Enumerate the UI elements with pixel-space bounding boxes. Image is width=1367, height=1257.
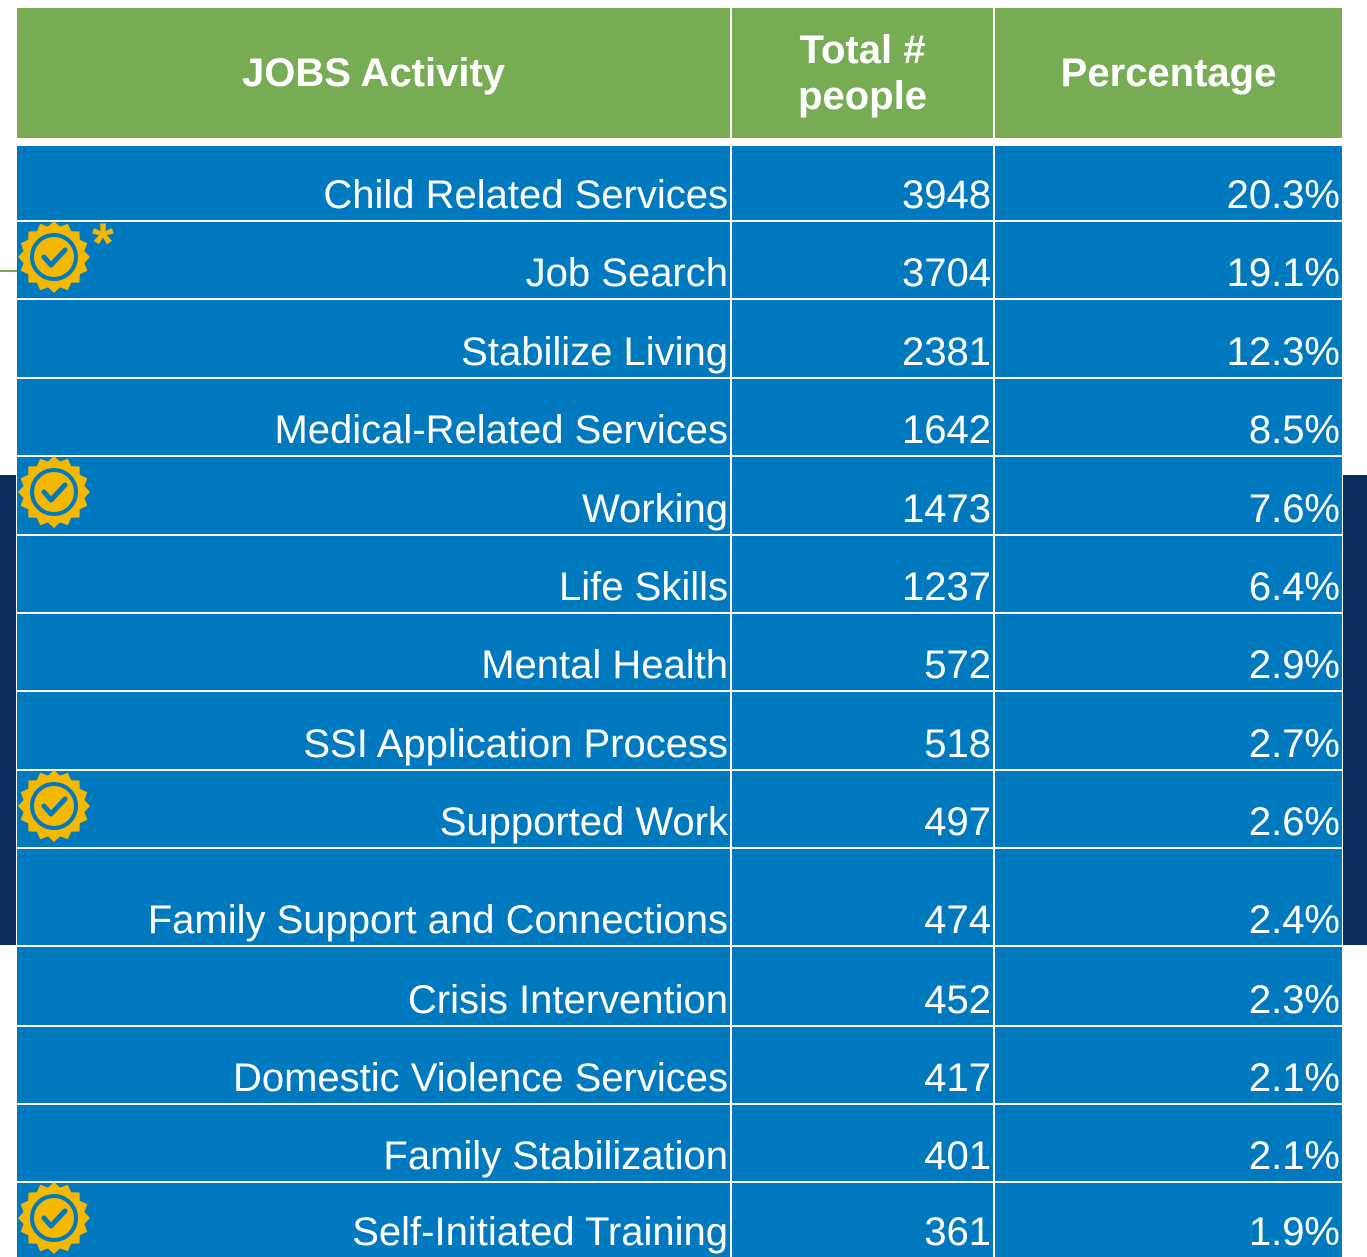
green-rule: [0, 270, 30, 272]
badge-note: *: [92, 211, 114, 274]
navy-strip-right: [1343, 475, 1367, 945]
cell-activity: Self-Initiated Training: [17, 1183, 730, 1257]
cell-total: 518: [732, 692, 993, 769]
cell-total: 1237: [732, 536, 993, 612]
cell-percentage: 7.6%: [995, 457, 1342, 534]
cell-percentage: 2.9%: [995, 614, 1342, 690]
header-cell: JOBS Activity: [17, 8, 730, 138]
cell-total: 474: [732, 849, 993, 945]
cell-activity: Crisis Intervention: [17, 947, 730, 1025]
cell-activity: Medical-Related Services: [17, 379, 730, 455]
cell-total: 497: [732, 771, 993, 847]
cell-activity: Stabilize Living: [17, 300, 730, 377]
badge-icon: [18, 1182, 90, 1254]
cell-percentage: 2.1%: [995, 1105, 1342, 1181]
cell-activity: SSI Application Process: [17, 692, 730, 769]
header-cell: Percentage: [995, 8, 1342, 138]
cell-percentage: 19.1%: [995, 222, 1342, 298]
cell-total: 572: [732, 614, 993, 690]
cell-percentage: 2.4%: [995, 849, 1342, 945]
cell-percentage: 8.5%: [995, 379, 1342, 455]
cell-percentage: 20.3%: [995, 146, 1342, 220]
cell-percentage: 6.4%: [995, 536, 1342, 612]
cell-percentage: 1.9%: [995, 1183, 1342, 1257]
cell-percentage: 2.3%: [995, 947, 1342, 1025]
cell-total: 401: [732, 1105, 993, 1181]
cell-total: 417: [732, 1027, 993, 1103]
badge-icon: [18, 456, 90, 528]
navy-strip-left: [0, 475, 16, 945]
cell-activity: Family Support and Connections: [17, 849, 730, 945]
cell-activity: Job Search: [17, 222, 730, 298]
cell-percentage: 2.6%: [995, 771, 1342, 847]
cell-activity: Child Related Services: [17, 146, 730, 220]
cell-activity: Domestic Violence Services: [17, 1027, 730, 1103]
cell-activity: Life Skills: [17, 536, 730, 612]
cell-percentage: 2.7%: [995, 692, 1342, 769]
cell-total: 2381: [732, 300, 993, 377]
cell-total: 1473: [732, 457, 993, 534]
cell-total: 452: [732, 947, 993, 1025]
cell-total: 3948: [732, 146, 993, 220]
cell-activity: Family Stabilization: [17, 1105, 730, 1181]
cell-activity: Working: [17, 457, 730, 534]
cell-total: 361: [732, 1183, 993, 1257]
badge-icon: [18, 221, 90, 293]
cell-activity: Mental Health: [17, 614, 730, 690]
cell-activity: Supported Work: [17, 771, 730, 847]
cell-total: 1642: [732, 379, 993, 455]
cell-percentage: 2.1%: [995, 1027, 1342, 1103]
cell-total: 3704: [732, 222, 993, 298]
badge-icon: [18, 770, 90, 842]
cell-percentage: 12.3%: [995, 300, 1342, 377]
header-cell: Total # people: [732, 8, 993, 138]
